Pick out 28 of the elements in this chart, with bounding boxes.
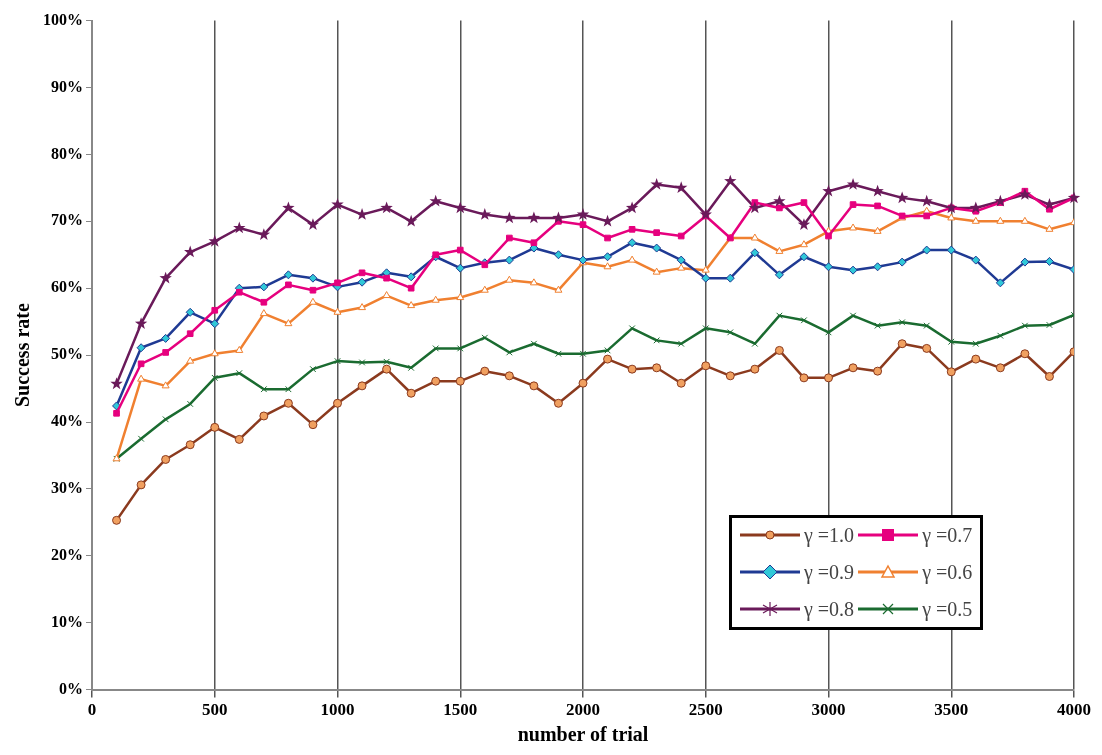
legend-label: γ =1.0: [804, 523, 855, 547]
x-tick-label: 4000: [1057, 700, 1091, 720]
y-tick-label: 30%: [51, 479, 83, 497]
y-axis-title: Success rate: [11, 303, 34, 408]
y-tick-label: 0%: [59, 679, 83, 697]
x-tick-label: 500: [202, 700, 228, 720]
y-tick-label: 50%: [51, 345, 83, 363]
y-tick-label: 10%: [51, 612, 83, 630]
legend-label: γ =0.8: [804, 597, 855, 621]
legend-label: γ =0.9: [804, 560, 855, 584]
y-tick-label: 90%: [51, 77, 83, 95]
y-tick-label: 40%: [51, 412, 83, 430]
x-tick-label: 0: [87, 700, 97, 720]
y-tick-label: 100%: [43, 10, 83, 28]
y-tick-label: 60%: [51, 278, 83, 296]
legend-label: γ =0.6: [922, 560, 973, 584]
legend-label: γ =0.5: [922, 597, 973, 621]
x-tick-label: 2000: [566, 700, 600, 720]
x-tick-label: 1000: [320, 700, 355, 720]
x-axis-title: number of trial: [517, 723, 649, 746]
legend-label: γ =0.7: [922, 523, 973, 547]
x-tick-label: 2500: [688, 700, 723, 720]
x-tick-label: 1500: [443, 700, 478, 720]
y-tick-label: 20%: [51, 545, 83, 563]
x-tick-label: 3000: [811, 700, 846, 720]
y-tick-label: 70%: [51, 211, 83, 229]
x-tick-label: 3500: [934, 700, 969, 720]
y-tick-label: 80%: [51, 144, 83, 162]
